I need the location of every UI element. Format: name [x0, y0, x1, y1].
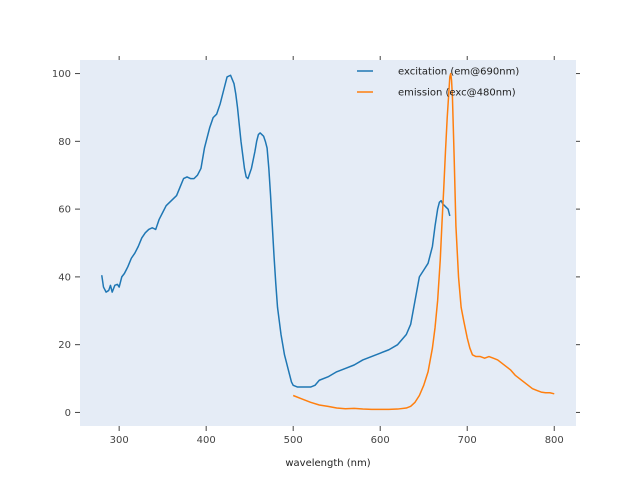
series-line-1 [292, 72, 555, 411]
y-tick-label: 100 [52, 69, 71, 80]
x-tick-label: 700 [458, 435, 477, 446]
legend-label-1: emission (exc@480nm) [398, 88, 516, 99]
y-tick-label: 80 [58, 137, 71, 148]
legend: excitation (em@690nm) emission (exc@480nm… [357, 67, 519, 99]
x-tick-label: 400 [197, 435, 216, 446]
plot-background [80, 60, 576, 426]
series-lines [101, 72, 555, 411]
y-tick-label: 0 [65, 408, 71, 419]
x-tick-label: 800 [545, 435, 564, 446]
series-line-0 [101, 74, 451, 388]
x-tick-label: 300 [110, 435, 129, 446]
y-axis-ticks: 0 20 40 60 80 100 [52, 69, 580, 419]
y-tick-label: 20 [58, 340, 71, 351]
y-tick-label: 60 [58, 205, 71, 216]
x-axis-ticks: 300 400 500 600 700 800 [110, 56, 564, 446]
x-tick-label: 600 [371, 435, 390, 446]
y-tick-label: 40 [58, 272, 71, 283]
x-axis-title: wavelength (nm) [285, 458, 370, 469]
x-tick-label: 500 [284, 435, 303, 446]
legend-label-0: excitation (em@690nm) [398, 67, 519, 78]
